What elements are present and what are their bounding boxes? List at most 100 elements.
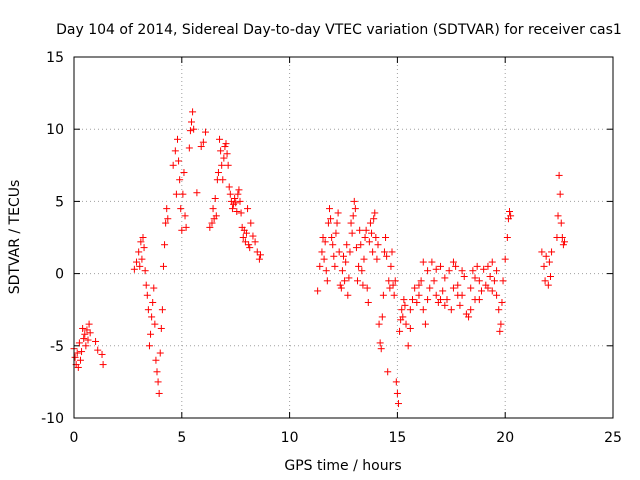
data-point: [152, 356, 160, 364]
data-point: [346, 248, 354, 256]
data-point: [458, 267, 466, 275]
data-point: [149, 298, 157, 306]
data-point: [234, 190, 242, 198]
data-point: [343, 241, 351, 249]
data-point: [232, 199, 240, 207]
data-point: [94, 346, 102, 354]
data-point: [406, 324, 414, 332]
data-point: [460, 272, 468, 280]
data-point: [142, 281, 150, 289]
data-point: [493, 267, 501, 275]
data-point: [150, 284, 158, 292]
data-point: [545, 258, 553, 266]
data-point: [239, 234, 247, 241]
data-point: [98, 350, 106, 358]
data-point: [180, 169, 188, 177]
y-tick-label: 15: [46, 50, 64, 66]
data-point: [558, 234, 566, 241]
data-point: [499, 277, 507, 285]
data-point: [345, 274, 353, 282]
data-point: [375, 320, 383, 328]
data-series: [70, 108, 568, 408]
data-point: [148, 313, 156, 321]
data-point: [176, 176, 184, 184]
data-point: [225, 183, 233, 191]
data-point: [556, 190, 564, 198]
data-point: [391, 277, 399, 285]
data-point: [465, 313, 473, 321]
data-point: [130, 265, 138, 273]
data-point: [557, 219, 565, 227]
data-point: [401, 301, 409, 309]
data-point: [384, 368, 392, 376]
data-point: [193, 189, 201, 197]
data-point: [383, 252, 391, 260]
data-point: [493, 291, 501, 299]
data-point: [75, 339, 83, 347]
data-point: [392, 378, 400, 386]
data-point: [370, 215, 378, 223]
data-point: [441, 301, 449, 309]
data-point: [542, 252, 550, 260]
data-point: [366, 219, 374, 227]
data-point: [449, 284, 457, 292]
data-point: [354, 277, 362, 285]
data-point: [332, 229, 340, 237]
plot-frame: [73, 56, 614, 419]
data-point: [400, 296, 408, 304]
data-point: [181, 212, 189, 220]
data-point: [393, 389, 401, 397]
data-point: [406, 306, 414, 314]
data-point: [344, 291, 352, 299]
data-point: [137, 238, 145, 246]
data-point: [139, 234, 147, 241]
data-point: [73, 349, 81, 357]
data-point: [546, 272, 554, 280]
data-point: [426, 284, 434, 292]
data-point: [133, 258, 141, 266]
data-point: [235, 186, 243, 194]
data-point: [471, 274, 479, 282]
data-point: [222, 140, 230, 148]
data-point: [432, 291, 440, 299]
data-point: [372, 234, 380, 241]
data-point: [357, 241, 365, 249]
data-point: [246, 244, 254, 252]
data-point: [496, 327, 504, 335]
data-point: [141, 267, 149, 275]
data-point: [454, 291, 462, 299]
x-tick-label: 15: [388, 430, 406, 446]
data-point: [503, 234, 511, 241]
data-point: [377, 345, 385, 353]
data-point: [495, 306, 503, 314]
data-point: [404, 342, 412, 350]
data-point: [92, 337, 100, 345]
data-point: [484, 284, 492, 292]
data-point: [467, 284, 475, 292]
data-point: [338, 267, 346, 275]
data-point: [231, 195, 239, 203]
data-point: [430, 277, 438, 285]
data-point: [386, 284, 394, 292]
data-point: [169, 161, 177, 169]
data-point: [408, 296, 416, 304]
data-point: [356, 226, 364, 234]
data-point: [419, 258, 427, 266]
data-point: [362, 226, 370, 234]
data-point: [324, 219, 332, 227]
data-point: [173, 135, 181, 143]
data-point: [159, 262, 167, 270]
data-point: [85, 320, 93, 328]
data-point: [83, 326, 91, 334]
data-point: [330, 252, 338, 260]
chart-title: Day 104 of 2014, Sidereal Day-to-day VTE…: [56, 22, 622, 38]
data-point: [74, 363, 82, 371]
data-point: [389, 281, 397, 289]
data-point: [177, 205, 185, 213]
data-point: [555, 171, 563, 179]
data-point: [449, 258, 457, 266]
data-point: [380, 248, 388, 256]
data-point: [218, 161, 226, 169]
data-point: [323, 277, 331, 285]
